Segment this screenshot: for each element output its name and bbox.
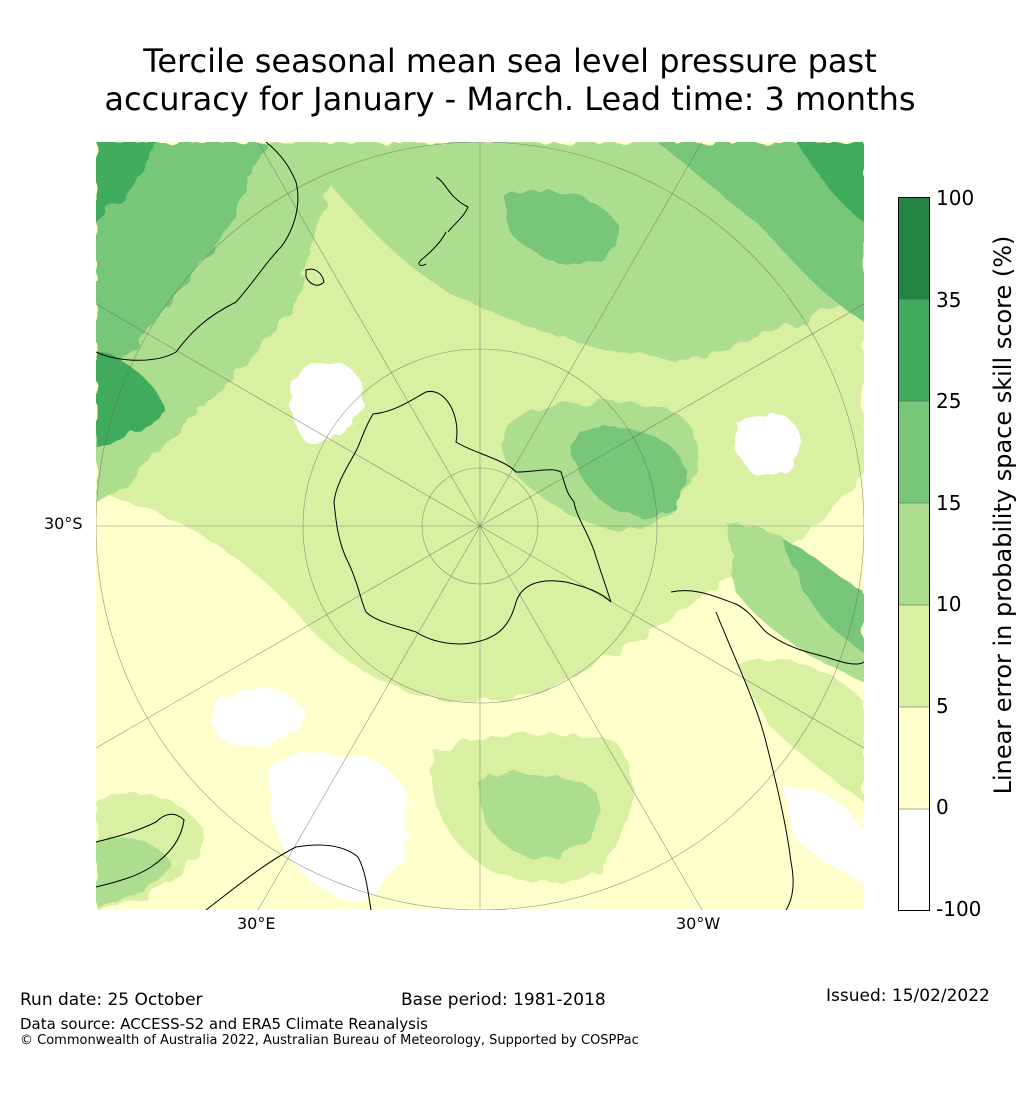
africa-south-coast [205, 844, 372, 910]
colorbar-tick: 0 [936, 795, 949, 819]
africa-coast [96, 813, 185, 888]
colorbar-band [898, 197, 930, 299]
issued-date: Issued: 15/02/2022 [826, 986, 990, 1006]
colorbar-band [898, 299, 930, 401]
colorbar-band [898, 707, 930, 809]
colorbar-tick: 25 [936, 389, 962, 413]
colorbar-tick: 100 [936, 186, 975, 210]
lon-label-30e: 30°E [237, 914, 276, 933]
colorbar-band [898, 401, 930, 503]
colorbar-band [898, 503, 930, 605]
lon-label-30w: 30°W [676, 914, 721, 933]
south-america-coast [670, 590, 864, 665]
base-period: Base period: 1981-2018 [401, 990, 606, 1010]
colorbar-band [898, 605, 930, 707]
title-line-1: Tercile seasonal mean sea level pressure… [143, 42, 877, 80]
colorbar-tick: 35 [936, 288, 962, 312]
antarctica-coast [333, 391, 612, 645]
colorbar-band [898, 809, 930, 911]
new-zealand-south-coast [418, 231, 447, 266]
chart-title: Tercile seasonal mean sea level pressure… [0, 42, 1020, 118]
south-america-west-coast [715, 611, 794, 910]
colorbar-tick: 5 [936, 694, 949, 718]
skill-score-map [96, 142, 864, 910]
colorbar [898, 197, 930, 911]
colorbar-tick: 15 [936, 491, 962, 515]
colorbar-outline [898, 197, 930, 911]
lat-label-30s: 30°S [44, 514, 83, 533]
title-line-2: accuracy for January - March. Lead time:… [104, 80, 916, 118]
tasmania-coast [305, 268, 325, 286]
new-zealand-north-coast [435, 176, 469, 233]
colorbar-tick: 10 [936, 592, 962, 616]
graticule [96, 142, 864, 910]
run-date: Run date: 25 October [20, 990, 203, 1010]
polar-map [96, 142, 864, 910]
colorbar-tick: -100 [936, 897, 982, 921]
copyright: © Commonwealth of Australia 2022, Austra… [20, 1033, 639, 1048]
coastlines [96, 142, 864, 910]
colorbar-label: Linear error in probability space skill … [989, 235, 1017, 795]
australia-coast [96, 142, 299, 361]
data-source: Data source: ACCESS-S2 and ERA5 Climate … [20, 1015, 428, 1033]
